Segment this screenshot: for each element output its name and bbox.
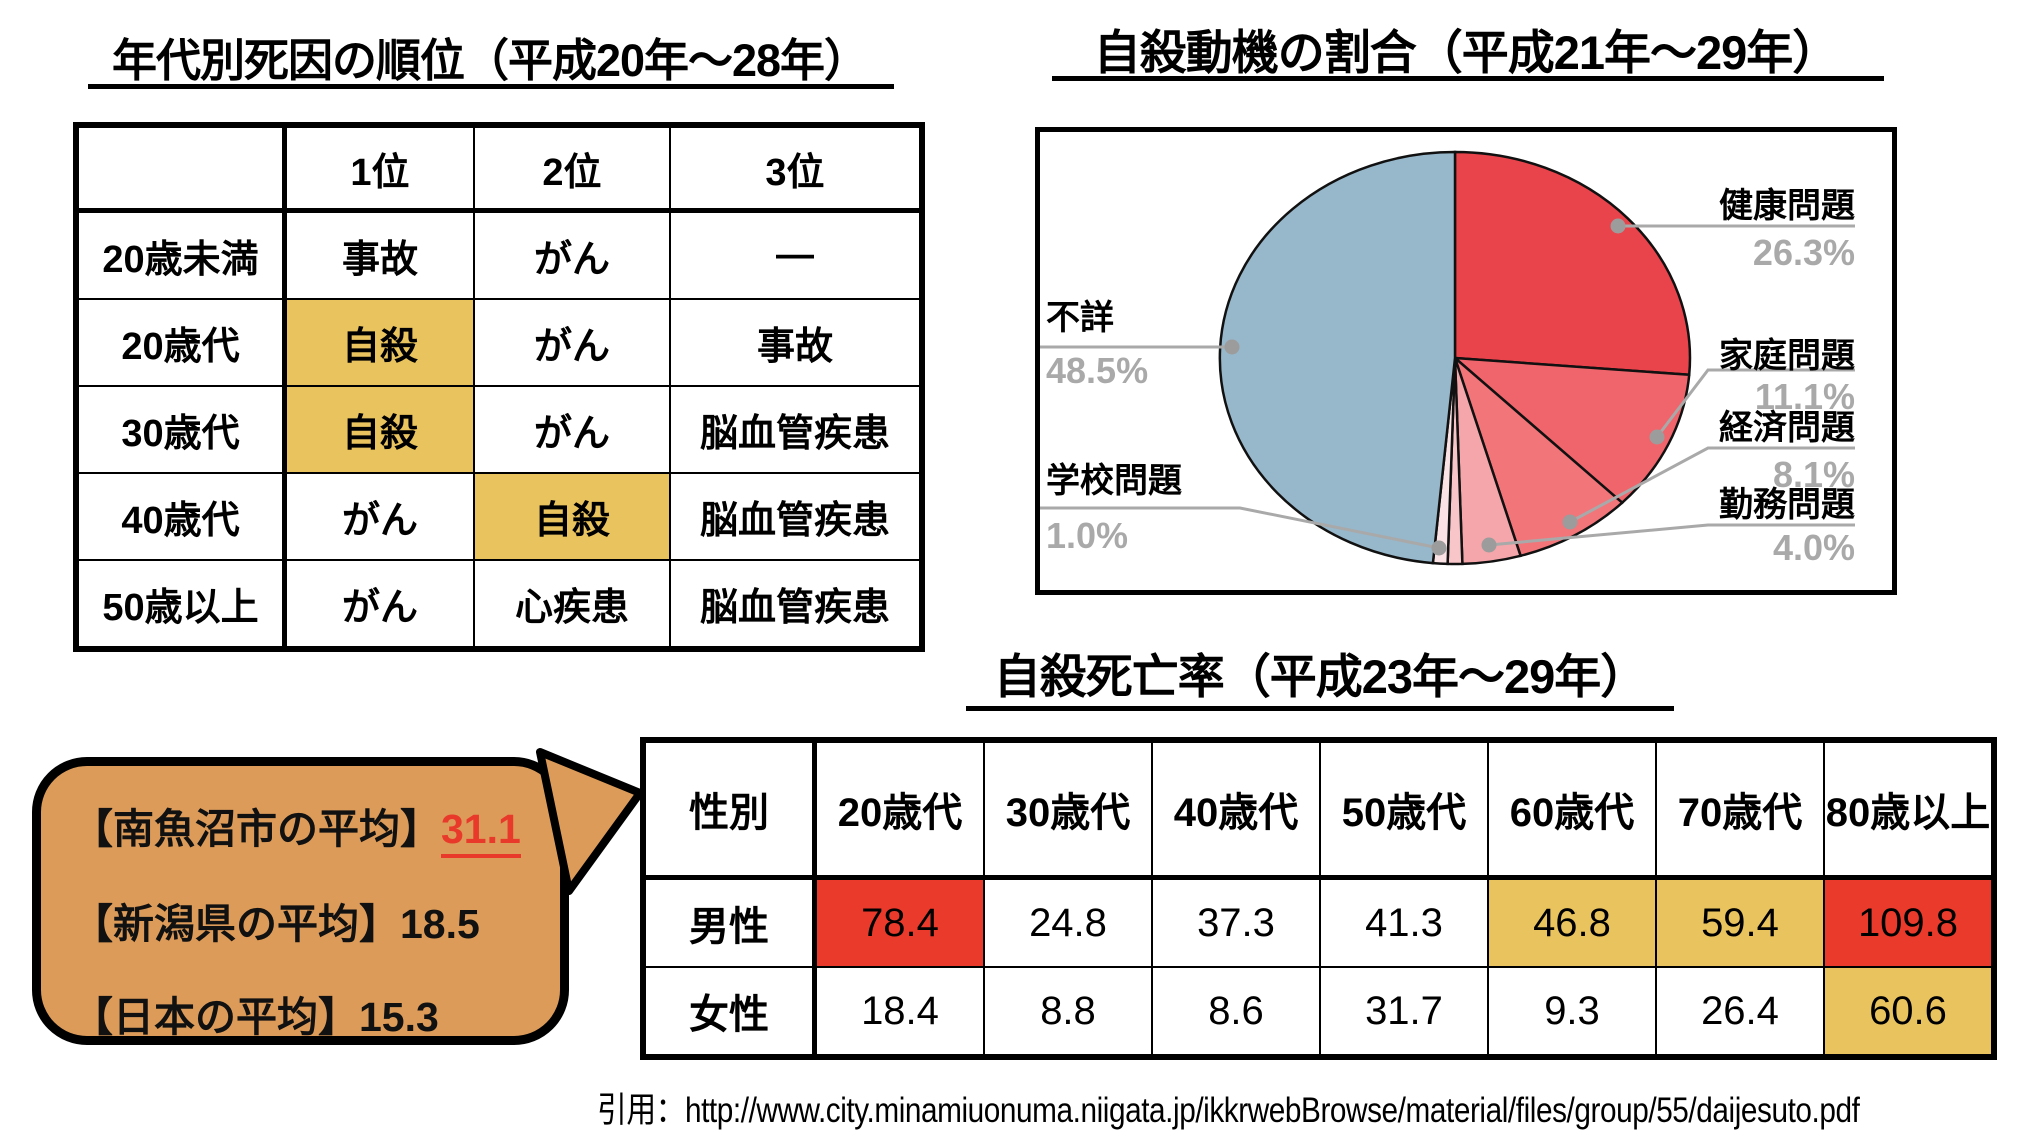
pie-slice-家庭問題 <box>1451 356 1691 505</box>
mortality-header-1: 20歳代 <box>813 739 985 880</box>
pie-pct-unknown: 48.5% <box>1046 350 1149 391</box>
mortality-table: 性別 20歳代 30歳代 40歳代 50歳代 60歳代 70歳代 80歳以上男性 78.4 24.… <box>640 737 1997 1060</box>
pie-slice-不詳 <box>1218 150 1457 565</box>
pie-pct-work: 4.0% <box>1772 527 1855 568</box>
bubble-japan-value: 15.3 <box>359 994 439 1040</box>
rank-header-0 <box>75 124 287 213</box>
rank-row-label: 40歳代 <box>75 472 287 561</box>
pie-pct-economy: 8.1% <box>1772 454 1855 495</box>
leader-dot-work <box>1481 537 1497 553</box>
pie-pct-school: 1.0% <box>1046 515 1129 556</box>
pie-pct-family: 11.1% <box>1754 376 1855 417</box>
mortality-cell: 78.4 <box>813 876 985 968</box>
mortality-cell: 46.8 <box>1487 876 1657 968</box>
pie-label-work: 勤務問題 <box>1719 486 1855 524</box>
leader-dot-health <box>1610 218 1626 234</box>
mortality-header-0: 性別 <box>642 739 817 880</box>
mortality-cell: 18.4 <box>813 966 985 1058</box>
speech-bubble-tail <box>536 748 644 895</box>
rank-cell: — <box>669 209 923 300</box>
pie-label-unknown: 不詳 <box>1046 299 1114 337</box>
pie-label-health: 健康問題 <box>1719 187 1855 225</box>
mortality-cell: 37.3 <box>1151 876 1321 968</box>
bubble-japan-prefix: 【日本の平均】 <box>72 994 359 1040</box>
rank-cell: 自殺 <box>283 385 475 474</box>
pie-chart-box: 健康問題 26.3% 家庭問題 11.1% 経済問題 8.1% 勤務問題 4.0… <box>1035 127 1897 595</box>
leader-work <box>1488 523 1855 547</box>
rank-cell: 事故 <box>283 209 475 300</box>
pie-chart-svg <box>1040 150 1855 566</box>
leader-family <box>1655 368 1855 438</box>
citation-url: 引用：http://www.city.minamiuonuma.niigata.… <box>597 1091 1860 1130</box>
pie-label-school: 学校問題 <box>1046 462 1182 500</box>
death-rank-title: 年代別死因の順位（平成20年～28年） <box>111 35 869 86</box>
mortality-header-7: 80歳以上 <box>1823 739 1995 880</box>
mortality-header-2: 30歳代 <box>983 739 1153 880</box>
leader-dot-unknown <box>1224 339 1240 355</box>
mortality-title: 自殺死亡率（平成23年～29年） <box>993 650 1648 703</box>
mortality-gender-label: 女性 <box>642 966 817 1058</box>
bubble-line-prefecture: 【新潟県の平均】18.5 <box>72 890 480 950</box>
leader-school <box>1040 506 1440 550</box>
rank-cell: 脳血管疾患 <box>669 559 923 650</box>
pie-title: 自殺動機の割合（平成21年～29年） <box>1093 26 1840 79</box>
rank-cell: 心疾患 <box>473 559 671 650</box>
death-rank-title-underline <box>88 84 894 89</box>
leader-dot-family <box>1649 429 1665 445</box>
rank-cell: 自殺 <box>473 472 671 561</box>
bubble-city-value: 31.1 <box>441 806 521 858</box>
mortality-header-6: 70歳代 <box>1655 739 1825 880</box>
mortality-header-5: 60歳代 <box>1487 739 1657 880</box>
speech-bubble <box>32 757 569 1045</box>
mortality-cell: 60.6 <box>1823 966 1995 1058</box>
rank-cell: がん <box>473 385 671 474</box>
pie-label-economy: 経済問題 <box>1719 409 1855 447</box>
bubble-prefecture-prefix: 【新潟県の平均】 <box>72 901 400 947</box>
leader-dot-school <box>1431 540 1447 556</box>
bubble-line-japan: 【日本の平均】15.3 <box>72 983 439 1043</box>
mortality-cell: 8.6 <box>1151 966 1321 1058</box>
mortality-cell: 9.3 <box>1487 966 1657 1058</box>
pie-title-underline <box>1052 76 1884 81</box>
mortality-cell: 109.8 <box>1823 876 1995 968</box>
mortality-cell: 41.3 <box>1319 876 1489 968</box>
mortality-cell: 59.4 <box>1655 876 1825 968</box>
mortality-cell: 8.8 <box>983 966 1153 1058</box>
mortality-cell: 24.8 <box>983 876 1153 968</box>
rank-cell: がん <box>473 209 671 300</box>
rank-cell: がん <box>473 298 671 387</box>
pie-slice-健康問題 <box>1453 150 1692 377</box>
mortality-gender-label: 男性 <box>642 876 817 968</box>
pie-label-family: 家庭問題 <box>1719 337 1855 375</box>
rank-cell: 脳血管疾患 <box>669 385 923 474</box>
bubble-line-city: 【南魚沼市の平均】31.1 <box>72 795 521 858</box>
rank-cell: 自殺 <box>283 298 475 387</box>
mortality-cell: 31.7 <box>1319 966 1489 1058</box>
rank-header-2: 2位 <box>473 124 671 213</box>
rank-row-label: 30歳代 <box>75 385 287 474</box>
mortality-title-underline <box>966 706 1674 711</box>
rank-cell: がん <box>283 472 475 561</box>
rank-header-3: 3位 <box>669 124 923 213</box>
bubble-prefecture-value: 18.5 <box>400 901 480 947</box>
leader-dot-economy <box>1562 514 1578 530</box>
rank-row-label: 20歳未満 <box>75 209 287 300</box>
mortality-cell: 26.4 <box>1655 966 1825 1058</box>
pie-leader-lines <box>1040 218 1855 556</box>
bubble-city-prefix: 【南魚沼市の平均】 <box>72 806 441 852</box>
pie-slice-経済問題 <box>1452 354 1625 558</box>
rank-cell: がん <box>283 559 475 650</box>
pie-pct-health: 26.3% <box>1752 232 1855 273</box>
rank-row-label: 20歳代 <box>75 298 287 387</box>
mortality-header-4: 50歳代 <box>1319 739 1489 880</box>
rank-row-label: 50歳以上 <box>75 559 287 650</box>
rank-cell: 脳血管疾患 <box>669 472 923 561</box>
death-rank-table: 1位 2位 3位 20歳未満 事故 がん —20歳代 自殺 がん 事故 30歳代 自殺 がん 脳血管疾患 4… <box>73 122 925 652</box>
rank-cell: 事故 <box>669 298 923 387</box>
mortality-header-3: 40歳代 <box>1151 739 1321 880</box>
rank-header-1: 1位 <box>283 124 475 213</box>
leader-economy <box>1569 446 1855 524</box>
